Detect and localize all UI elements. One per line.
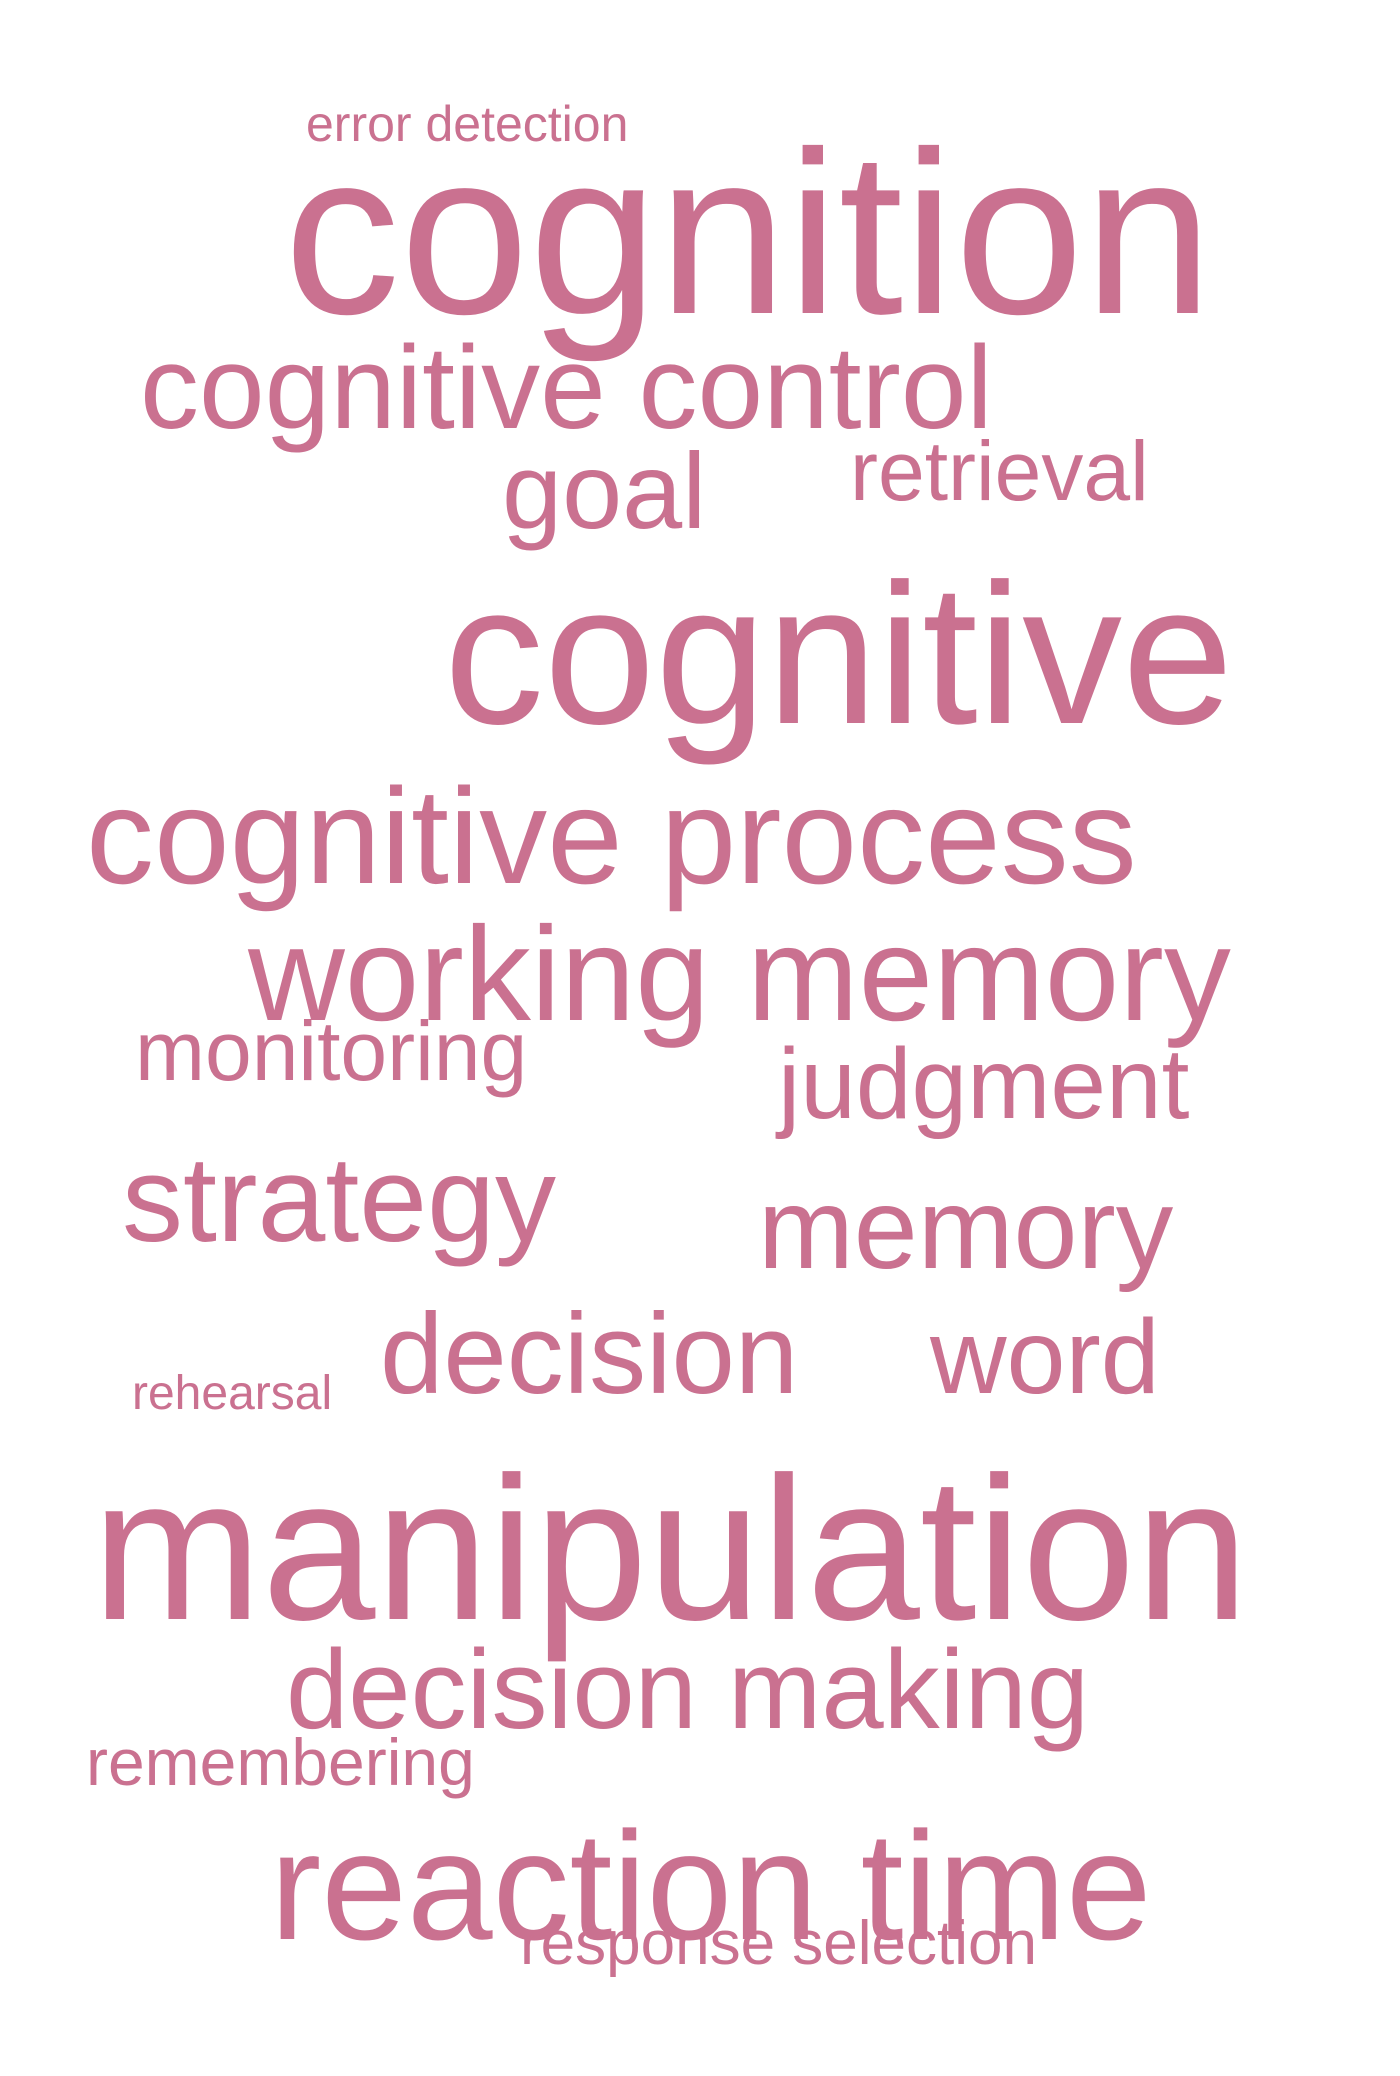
word-working-memory: working memory: [248, 900, 1231, 1049]
word-cognitive: cognitive: [444, 543, 1234, 766]
word-decision-making: decision making: [286, 1627, 1090, 1752]
word-retrieval: retrieval: [850, 424, 1149, 518]
word-judgment: judgment: [778, 1028, 1190, 1140]
word-decision: decision: [380, 1291, 799, 1418]
word-cognition: cognition: [284, 104, 1213, 363]
word-cognitive-control: cognitive control: [140, 322, 993, 454]
word-response-selection: response selection: [520, 1909, 1037, 1978]
word-cognitive-process: cognitive process: [86, 760, 1137, 912]
word-word: word: [930, 1298, 1160, 1416]
word-strategy: strategy: [122, 1131, 556, 1267]
word-rehearsal: rehearsal: [132, 1367, 333, 1420]
word-manipulation: manipulation: [92, 1435, 1249, 1663]
word-remembering: remembering: [86, 1725, 475, 1799]
word-reaction-time: reaction time: [270, 1800, 1152, 1972]
word-monitoring: monitoring: [135, 1004, 528, 1098]
word-goal: goal: [502, 430, 707, 551]
word-memory: memory: [758, 1165, 1174, 1293]
word-error-detection: error detection: [306, 96, 629, 152]
